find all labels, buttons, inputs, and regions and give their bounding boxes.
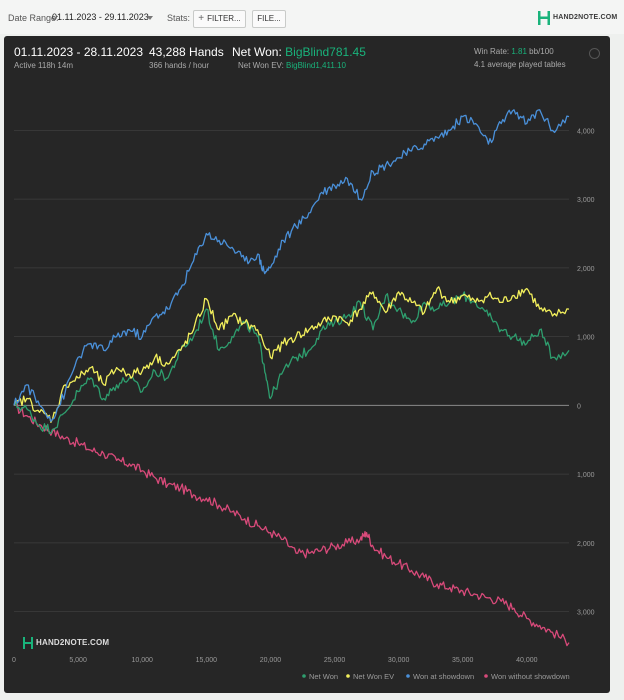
- graph-panel: 01.11.2023 - 28.11.2023 Active 118h 14m …: [4, 36, 610, 693]
- y-tick-label: 4,000: [577, 128, 595, 135]
- brand-logo[interactable]: HAND2NOTE.COM: [537, 10, 621, 26]
- summary-net-won-ev: Net Won EV: BigBlind1,411.10: [238, 61, 346, 70]
- legend-marker: [346, 674, 350, 678]
- win-rate-label: Win Rate:: [474, 47, 510, 56]
- y-tick-label: 1,000: [577, 472, 595, 479]
- legend-marker: [406, 674, 410, 678]
- legend-label: Won without showdown: [491, 672, 570, 681]
- summary-dates: 01.11.2023 - 28.11.2023: [14, 45, 143, 59]
- file-button[interactable]: FILE...: [252, 10, 286, 28]
- gear-icon[interactable]: [589, 48, 600, 59]
- net-won-value: BigBlind781.45: [285, 45, 366, 59]
- summary-hands-rate: 366 hands / hour: [149, 61, 210, 70]
- summary-active-time: Active 118h 14m: [14, 61, 73, 70]
- series-line: [13, 291, 570, 434]
- summary-tables: 4.1 average played tables: [474, 60, 566, 69]
- legend-label: Won at showdown: [413, 672, 474, 681]
- summary-win-rate: Win Rate: 1.81 bb/100: [474, 47, 554, 56]
- plus-icon: +: [198, 13, 205, 24]
- y-tick-label: 0: [577, 403, 581, 410]
- stats-label: Stats:: [167, 13, 191, 23]
- net-won-ev-label: Net Won EV:: [238, 61, 284, 70]
- series-line: [13, 402, 570, 647]
- y-tick-label: 1,000: [577, 335, 595, 342]
- y-tick-label: 2,000: [577, 266, 595, 273]
- x-tick-label: 10,000: [132, 657, 154, 664]
- toolbar: Date Range: 01.11.2023 - 29.11.2023 Stat…: [0, 0, 624, 34]
- y-tick-label: 3,000: [577, 610, 595, 617]
- h2n-logo-icon: [538, 11, 550, 25]
- h2n-watermark-icon: [23, 637, 33, 649]
- y-tick-label: 2,000: [577, 541, 595, 548]
- date-range-select[interactable]: 01.11.2023 - 29.11.2023: [52, 12, 149, 22]
- x-tick-label: 35,000: [452, 657, 474, 664]
- file-button-label: FILE...: [257, 14, 281, 23]
- filter-button-label: FILTER...: [207, 14, 241, 23]
- graph-chart: 4,000 3,000 2,000 1,000 0 1,000 2,000 3,000 0 5,0…: [12, 109, 595, 681]
- watermark-text: HAND2NOTE.COM: [36, 638, 110, 647]
- x-tick-label: 30,000: [388, 657, 410, 664]
- chevron-down-icon[interactable]: [147, 16, 153, 20]
- win-rate-unit: bb/100: [529, 47, 554, 56]
- legend-marker: [484, 674, 488, 678]
- brand-name: HAND2NOTE.COM: [553, 14, 618, 21]
- x-tick-label: 40,000: [516, 657, 538, 664]
- x-tick-label: 5,000: [69, 657, 87, 664]
- y-tick-label: 3,000: [577, 197, 595, 204]
- x-tick-label: 15,000: [196, 657, 218, 664]
- x-tick-label: 20,000: [260, 657, 282, 664]
- legend-label: Net Won: [309, 672, 338, 681]
- filter-button[interactable]: + FILTER...: [193, 10, 246, 28]
- summary-hands: 43,288 Hands: [149, 45, 224, 59]
- net-won-label: Net Won:: [232, 45, 282, 59]
- series-line: [13, 286, 570, 424]
- legend-marker: [302, 674, 306, 678]
- series-line: [13, 109, 570, 423]
- win-rate-value: 1.81: [511, 47, 527, 56]
- x-tick-label: 25,000: [324, 657, 346, 664]
- net-won-ev-value: BigBlind1,411.10: [286, 61, 346, 70]
- legend-label: Net Won EV: [353, 672, 394, 681]
- date-range-label: Date Range:: [8, 13, 59, 23]
- x-tick-label: 0: [12, 657, 16, 664]
- watermark-logo: HAND2NOTE.COM: [22, 636, 112, 650]
- summary-net-won: Net Won: BigBlind781.45: [232, 45, 366, 59]
